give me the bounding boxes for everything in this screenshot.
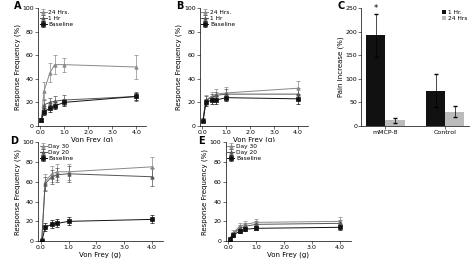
Legend: Day 30, Day 20, Baseline: Day 30, Day 20, Baseline: [227, 143, 262, 161]
Y-axis label: Pain Increase (%): Pain Increase (%): [337, 37, 344, 97]
Y-axis label: Response Frequency (%): Response Frequency (%): [14, 24, 21, 110]
Legend: 24 Hrs., 1 Hr, Baseline: 24 Hrs., 1 Hr, Baseline: [201, 9, 236, 27]
Text: B: B: [176, 1, 183, 11]
X-axis label: Von Frey (g): Von Frey (g): [233, 136, 274, 143]
Text: E: E: [198, 136, 205, 146]
Legend: Day 30, Day 20, Baseline: Day 30, Day 20, Baseline: [39, 143, 74, 161]
Y-axis label: Response Frequency (%): Response Frequency (%): [14, 149, 21, 234]
Legend: 1 Hr., 24 Hrs: 1 Hr., 24 Hrs: [441, 9, 468, 21]
X-axis label: Von Frey (g): Von Frey (g): [71, 136, 113, 143]
Bar: [385, 120, 405, 126]
Legend: 24 Hrs., 1 Hr, Baseline: 24 Hrs., 1 Hr, Baseline: [39, 9, 74, 27]
Y-axis label: Response Frequency (%): Response Frequency (%): [176, 24, 182, 110]
X-axis label: Von Frey (g): Von Frey (g): [80, 252, 121, 258]
Bar: [426, 91, 445, 126]
Text: *: *: [374, 4, 378, 13]
Text: C: C: [337, 1, 345, 11]
Text: A: A: [14, 1, 22, 11]
Bar: [366, 35, 385, 126]
X-axis label: Von Frey (g): Von Frey (g): [267, 252, 309, 258]
Y-axis label: Response Frequency (%): Response Frequency (%): [202, 149, 209, 234]
Text: D: D: [10, 136, 18, 146]
Bar: [445, 112, 465, 126]
